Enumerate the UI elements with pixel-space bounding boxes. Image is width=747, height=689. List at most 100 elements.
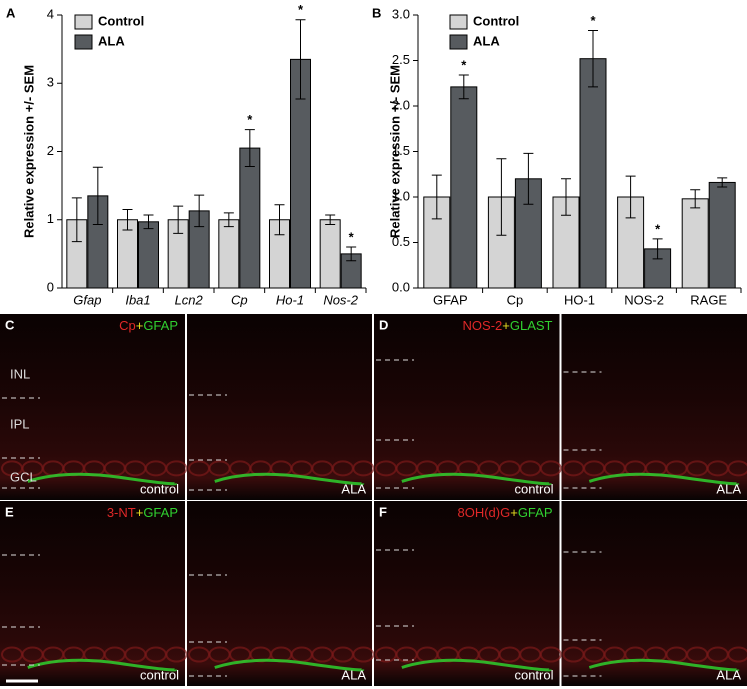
error-bar bbox=[717, 177, 728, 188]
condition-label: control bbox=[140, 481, 179, 496]
stain-part: + bbox=[136, 318, 144, 333]
layer-label: IPL bbox=[10, 416, 30, 431]
condition-label: ALA bbox=[341, 667, 366, 682]
panel-label: D bbox=[379, 317, 388, 332]
y-tick-label: 4 bbox=[47, 6, 54, 21]
x-tick-label: Lcn2 bbox=[175, 292, 204, 307]
image-panel: control ALA F 8OH(d)G+GFAP bbox=[374, 501, 747, 686]
error-bar bbox=[625, 175, 636, 219]
legend-label: Control bbox=[98, 13, 144, 28]
stain-part: GFAP bbox=[518, 505, 553, 520]
y-axis-label: Relative expression +/- SEM bbox=[387, 65, 402, 238]
panel-label: E bbox=[5, 504, 14, 519]
cell-body bbox=[165, 460, 188, 477]
error-bar bbox=[561, 178, 571, 216]
legend-swatch bbox=[74, 34, 93, 50]
y-tick-label: 2.0 bbox=[392, 97, 410, 112]
x-tick-label: Cp bbox=[507, 292, 524, 307]
glia-signal bbox=[401, 472, 552, 486]
cell-body bbox=[727, 646, 747, 663]
panel-label: B bbox=[372, 5, 381, 20]
cell-body bbox=[539, 460, 562, 477]
significance-mark: * bbox=[655, 221, 661, 236]
significance-mark: * bbox=[461, 57, 467, 72]
error-bar bbox=[652, 238, 663, 260]
image-panel: control ALA C Cp+GFAP INL IPL GCL bbox=[0, 314, 375, 500]
micrograph bbox=[374, 501, 560, 686]
cell-body bbox=[352, 460, 375, 477]
bar bbox=[450, 86, 478, 289]
significance-mark: * bbox=[298, 2, 304, 17]
error-bar bbox=[690, 189, 701, 209]
significance-mark: * bbox=[349, 229, 355, 244]
stain-part: + bbox=[502, 318, 510, 333]
stain-label: 8OH(d)G+GFAP bbox=[457, 505, 552, 520]
error-bar bbox=[458, 74, 469, 100]
glia-signal bbox=[27, 472, 178, 486]
micrograph bbox=[187, 314, 372, 500]
error-bar bbox=[223, 212, 234, 228]
condition-label: ALA bbox=[716, 667, 741, 682]
cell-body bbox=[727, 460, 747, 477]
y-tick-label: 3 bbox=[47, 75, 54, 90]
glia-signal bbox=[214, 658, 365, 672]
layer-label: GCL bbox=[10, 469, 37, 484]
condition-label: control bbox=[514, 667, 553, 682]
stain-label: Cp+GFAP bbox=[119, 318, 178, 333]
y-tick-label: 3.0 bbox=[392, 6, 410, 21]
x-tick-label: NOS-2 bbox=[624, 292, 664, 307]
panel-label: A bbox=[6, 5, 16, 20]
x-tick-label: HO-1 bbox=[564, 292, 595, 307]
y-tick-label: 1 bbox=[47, 211, 54, 226]
x-tick-label: GFAP bbox=[433, 292, 468, 307]
y-tick-label: 0.0 bbox=[392, 279, 410, 294]
significance-mark: * bbox=[590, 13, 596, 28]
error-bar bbox=[244, 129, 255, 168]
micrograph bbox=[561, 314, 747, 500]
bar bbox=[138, 221, 159, 289]
cell-body bbox=[352, 646, 375, 663]
micrograph bbox=[561, 501, 747, 686]
stain-part: + bbox=[510, 505, 518, 520]
glia-signal bbox=[401, 658, 552, 672]
error-bar bbox=[92, 166, 103, 226]
error-bar bbox=[194, 194, 205, 228]
legend-swatch bbox=[449, 34, 468, 50]
x-tick-label: Gfap bbox=[73, 292, 101, 307]
legend-label: Control bbox=[473, 13, 519, 28]
x-tick-label: RAGE bbox=[690, 292, 727, 307]
bar bbox=[708, 181, 736, 289]
micrograph bbox=[0, 314, 185, 500]
stain-part: GFAP bbox=[143, 505, 178, 520]
stain-part: 3-NT bbox=[107, 505, 136, 520]
error-bar bbox=[143, 214, 154, 230]
glia-signal bbox=[588, 472, 740, 486]
error-bar bbox=[431, 174, 442, 220]
error-bar bbox=[122, 209, 133, 231]
bar bbox=[239, 147, 261, 289]
stain-part: Cp bbox=[119, 318, 136, 333]
legend-label: ALA bbox=[473, 33, 500, 48]
panel-label: C bbox=[5, 317, 15, 332]
micrograph bbox=[187, 501, 372, 686]
layer-label: INL bbox=[10, 366, 30, 381]
y-tick-label: 0 bbox=[47, 279, 54, 294]
stain-part: 8OH(d)G bbox=[457, 505, 510, 520]
bar bbox=[218, 219, 240, 289]
x-tick-label: Iba1 bbox=[125, 292, 150, 307]
panel-label: F bbox=[379, 504, 387, 519]
bar bbox=[579, 58, 607, 289]
glia-signal bbox=[214, 472, 365, 486]
y-tick-label: 2.5 bbox=[392, 52, 410, 67]
glia-signal bbox=[27, 658, 178, 672]
cell-body bbox=[539, 646, 562, 663]
error-bar bbox=[295, 19, 306, 100]
y-tick-label: 1.5 bbox=[392, 143, 410, 158]
error-bar bbox=[588, 29, 598, 88]
error-bar bbox=[496, 158, 507, 236]
error-bar bbox=[346, 246, 357, 262]
error-bar bbox=[173, 205, 184, 234]
error-bar bbox=[523, 152, 534, 205]
stain-label: 3-NT+GFAP bbox=[107, 505, 178, 520]
